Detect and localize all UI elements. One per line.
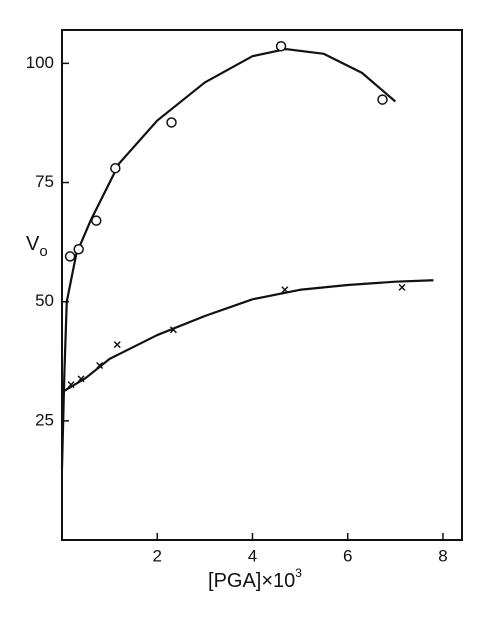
point-circle (377, 94, 388, 105)
y-label-sub: o (39, 243, 47, 260)
plot-frame (61, 29, 463, 541)
y-axis-label: Vo (26, 233, 48, 260)
point-circle (73, 244, 84, 255)
y-tick-label: 50 (35, 291, 54, 310)
x-tick-label: 2 (153, 546, 162, 565)
x-tick-label: 8 (438, 546, 447, 565)
point-cross (77, 375, 85, 383)
fitted-curve (61, 279, 434, 394)
x-label-main: [PGA]×10 (208, 570, 295, 592)
y-label-main: V (26, 233, 40, 255)
point-cross (169, 326, 177, 334)
x-tick-label: 6 (343, 546, 352, 565)
point-circle (64, 251, 76, 262)
point-cross (113, 341, 121, 349)
point-cross (96, 362, 104, 370)
point-circle (91, 215, 102, 226)
x-tick-label: 4 (248, 546, 257, 565)
point-circle (110, 162, 121, 174)
x-axis-label: [PGA]×103 (208, 566, 302, 592)
point-circle (166, 117, 177, 128)
point-cross (281, 286, 289, 294)
point-cross (67, 381, 75, 389)
x-label-sup: 3 (295, 566, 302, 580)
fitted-curve (60, 47, 397, 469)
y-tick-label: 75 (35, 172, 54, 191)
y-tick-label: 25 (35, 410, 54, 429)
point-circle (275, 40, 287, 52)
point-cross (398, 283, 406, 291)
y-tick-label: 100 (26, 53, 54, 72)
